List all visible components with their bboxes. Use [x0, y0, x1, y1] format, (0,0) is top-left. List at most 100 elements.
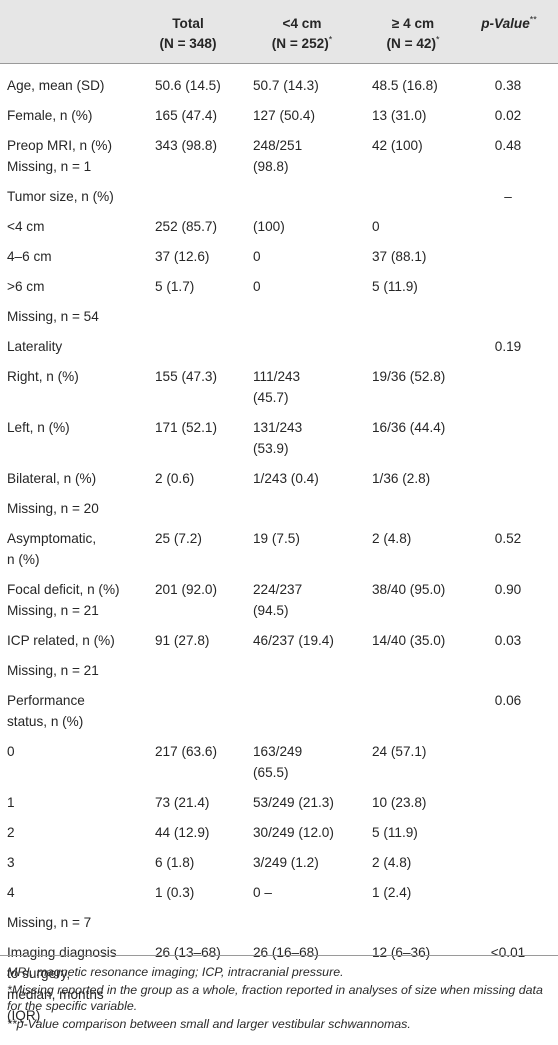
- cell-total-line: 343 (98.8): [155, 138, 217, 153]
- cell-large-line: 14/40 (35.0): [372, 633, 446, 648]
- cell-large: 0: [372, 216, 380, 237]
- cell-total-line: 26 (13–68): [155, 945, 221, 960]
- footnote-pvalue: **p-Value comparison between small and l…: [7, 1017, 411, 1031]
- cell-total: 155 (47.3): [155, 366, 217, 387]
- header-small-sup: *: [328, 34, 333, 45]
- header-total-title: Total: [172, 16, 204, 31]
- cell-pvalue: <0.01: [464, 942, 552, 963]
- row-label-line: Missing, n = 7: [7, 915, 92, 930]
- cell-small-line: 30/249 (12.0): [253, 825, 334, 840]
- cell-small: 53/249 (21.3): [253, 792, 334, 813]
- row-label-line: (IQR): [7, 1008, 41, 1023]
- cell-small: 248/251 (98.8): [253, 135, 302, 177]
- row-label-line: Missing, n = 21: [7, 603, 99, 618]
- header-small: <4 cm (N = 252)*: [244, 14, 360, 54]
- cell-large-line: 19/36 (52.8): [372, 369, 446, 384]
- header-small-title: <4 cm: [282, 16, 322, 31]
- row-label: 4–6 cm: [7, 246, 52, 267]
- row-label-line: Preop MRI, n (%): [7, 138, 112, 153]
- cell-total-line: 5 (1.7): [155, 279, 195, 294]
- row-label: Missing, n = 7: [7, 912, 91, 933]
- row-label: Asymptomatic, n (%): [7, 528, 96, 570]
- cell-small-line: 1/243 (0.4): [253, 471, 319, 486]
- cell-small: 224/237 (94.5): [253, 579, 302, 621]
- cell-total-line: 50.6 (14.5): [155, 78, 221, 93]
- row-label: Bilateral, n (%): [7, 468, 96, 489]
- cell-large-line: 2 (4.8): [372, 855, 412, 870]
- cell-total: 217 (63.6): [155, 741, 217, 762]
- cell-small: 26 (16–68): [253, 942, 319, 963]
- row-label: Missing, n = 20: [7, 498, 99, 519]
- cell-pvalue: 0.19: [464, 336, 552, 357]
- cell-pvalue-line: <0.01: [490, 945, 526, 960]
- cell-small: 127 (50.4): [253, 105, 315, 126]
- row-label-line: Female, n (%): [7, 108, 93, 123]
- cell-small: 30/249 (12.0): [253, 822, 334, 843]
- cell-total-line: 217 (63.6): [155, 744, 217, 759]
- row-label-line: Asymptomatic,: [7, 531, 97, 546]
- cell-small-line: 0 –: [253, 885, 272, 900]
- cell-large: 10 (23.8): [372, 792, 426, 813]
- cell-small-line: 26 (16–68): [253, 945, 319, 960]
- cell-small-line: 131/243: [253, 420, 303, 435]
- cell-large-line: 5 (11.9): [372, 825, 418, 840]
- cell-large-line: 37 (88.1): [372, 249, 427, 264]
- table-header: Total (N = 348) <4 cm (N = 252)* ≥ 4 cm …: [0, 0, 558, 63]
- cell-small: 131/243 (53.9): [253, 417, 302, 459]
- cell-total-line: 2 (0.6): [155, 471, 195, 486]
- cell-total-line: 171 (52.1): [155, 420, 217, 435]
- cell-total: 26 (13–68): [155, 942, 221, 963]
- cell-pvalue-line: –: [504, 189, 512, 204]
- cell-large-line: 38/40 (95.0): [372, 582, 446, 597]
- cell-large: 1 (2.4): [372, 882, 411, 903]
- header-pvalue-title: p-Value: [481, 16, 530, 31]
- header-total: Total (N = 348): [138, 14, 238, 54]
- cell-total: 91 (27.8): [155, 630, 209, 651]
- header-large: ≥ 4 cm (N = 42)*: [355, 14, 471, 54]
- row-label: Imaging diagnosis to surgery, median, mont…: [7, 942, 117, 1026]
- row-label-line: 4–6 cm: [7, 249, 52, 264]
- cell-total: 343 (98.8): [155, 135, 217, 156]
- cell-small-line: (94.5): [253, 603, 289, 618]
- header-large-sup: *: [435, 34, 440, 45]
- cell-large: 42 (100): [372, 135, 423, 156]
- header-pvalue-sup: **: [529, 14, 537, 25]
- cell-pvalue-line: 0.38: [494, 78, 522, 93]
- header-small-n: (N = 252): [271, 36, 329, 51]
- header-pvalue: p-Value**: [462, 14, 556, 34]
- cell-pvalue: 0.06: [464, 690, 552, 711]
- cell-pvalue-line: 0.19: [494, 339, 522, 354]
- cell-small: 1/243 (0.4): [253, 468, 319, 489]
- cell-total: 171 (52.1): [155, 417, 217, 438]
- header-large-n: (N = 42): [386, 36, 436, 51]
- cell-large: 5 (11.9): [372, 822, 418, 843]
- cell-large-line: 1/36 (2.8): [372, 471, 431, 486]
- header-large-title: ≥ 4 cm: [391, 16, 435, 31]
- cell-small-line: 0: [253, 249, 261, 264]
- cell-pvalue: 0.02: [464, 105, 552, 126]
- cell-total: 5 (1.7): [155, 276, 194, 297]
- cell-small-line: 111/243: [253, 369, 301, 384]
- cell-large: 14/40 (35.0): [372, 630, 445, 651]
- row-label: Preop MRI, n (%) Missing, n = 1: [7, 135, 112, 177]
- row-label: Missing, n = 54: [7, 306, 99, 327]
- cell-large: 37 (88.1): [372, 246, 426, 267]
- cell-large: 16/36 (44.4): [372, 417, 445, 438]
- cell-total-line: 1 (0.3): [155, 885, 195, 900]
- cell-small: 50.7 (14.3): [253, 75, 319, 96]
- header-total-n: (N = 348): [159, 36, 217, 51]
- row-label: 4: [7, 882, 15, 903]
- cell-total-line: 201 (92.0): [155, 582, 217, 597]
- row-label: ICP related, n (%): [7, 630, 115, 651]
- row-label: 2: [7, 822, 15, 843]
- cell-small-line: 3/249 (1.2): [253, 855, 319, 870]
- cell-pvalue-line: 0.48: [494, 138, 522, 153]
- cell-large-line: 48.5 (16.8): [372, 78, 438, 93]
- cell-small: 111/243 (45.7): [253, 366, 300, 408]
- row-label-line: Missing, n = 20: [7, 501, 99, 516]
- row-label-line: Missing, n = 54: [7, 309, 99, 324]
- cell-total-line: 44 (12.9): [155, 825, 210, 840]
- cell-large: 38/40 (95.0): [372, 579, 445, 600]
- cell-small-line: 46/237 (19.4): [253, 633, 334, 648]
- header-large-n-wrap: (N = 42)*: [355, 34, 471, 54]
